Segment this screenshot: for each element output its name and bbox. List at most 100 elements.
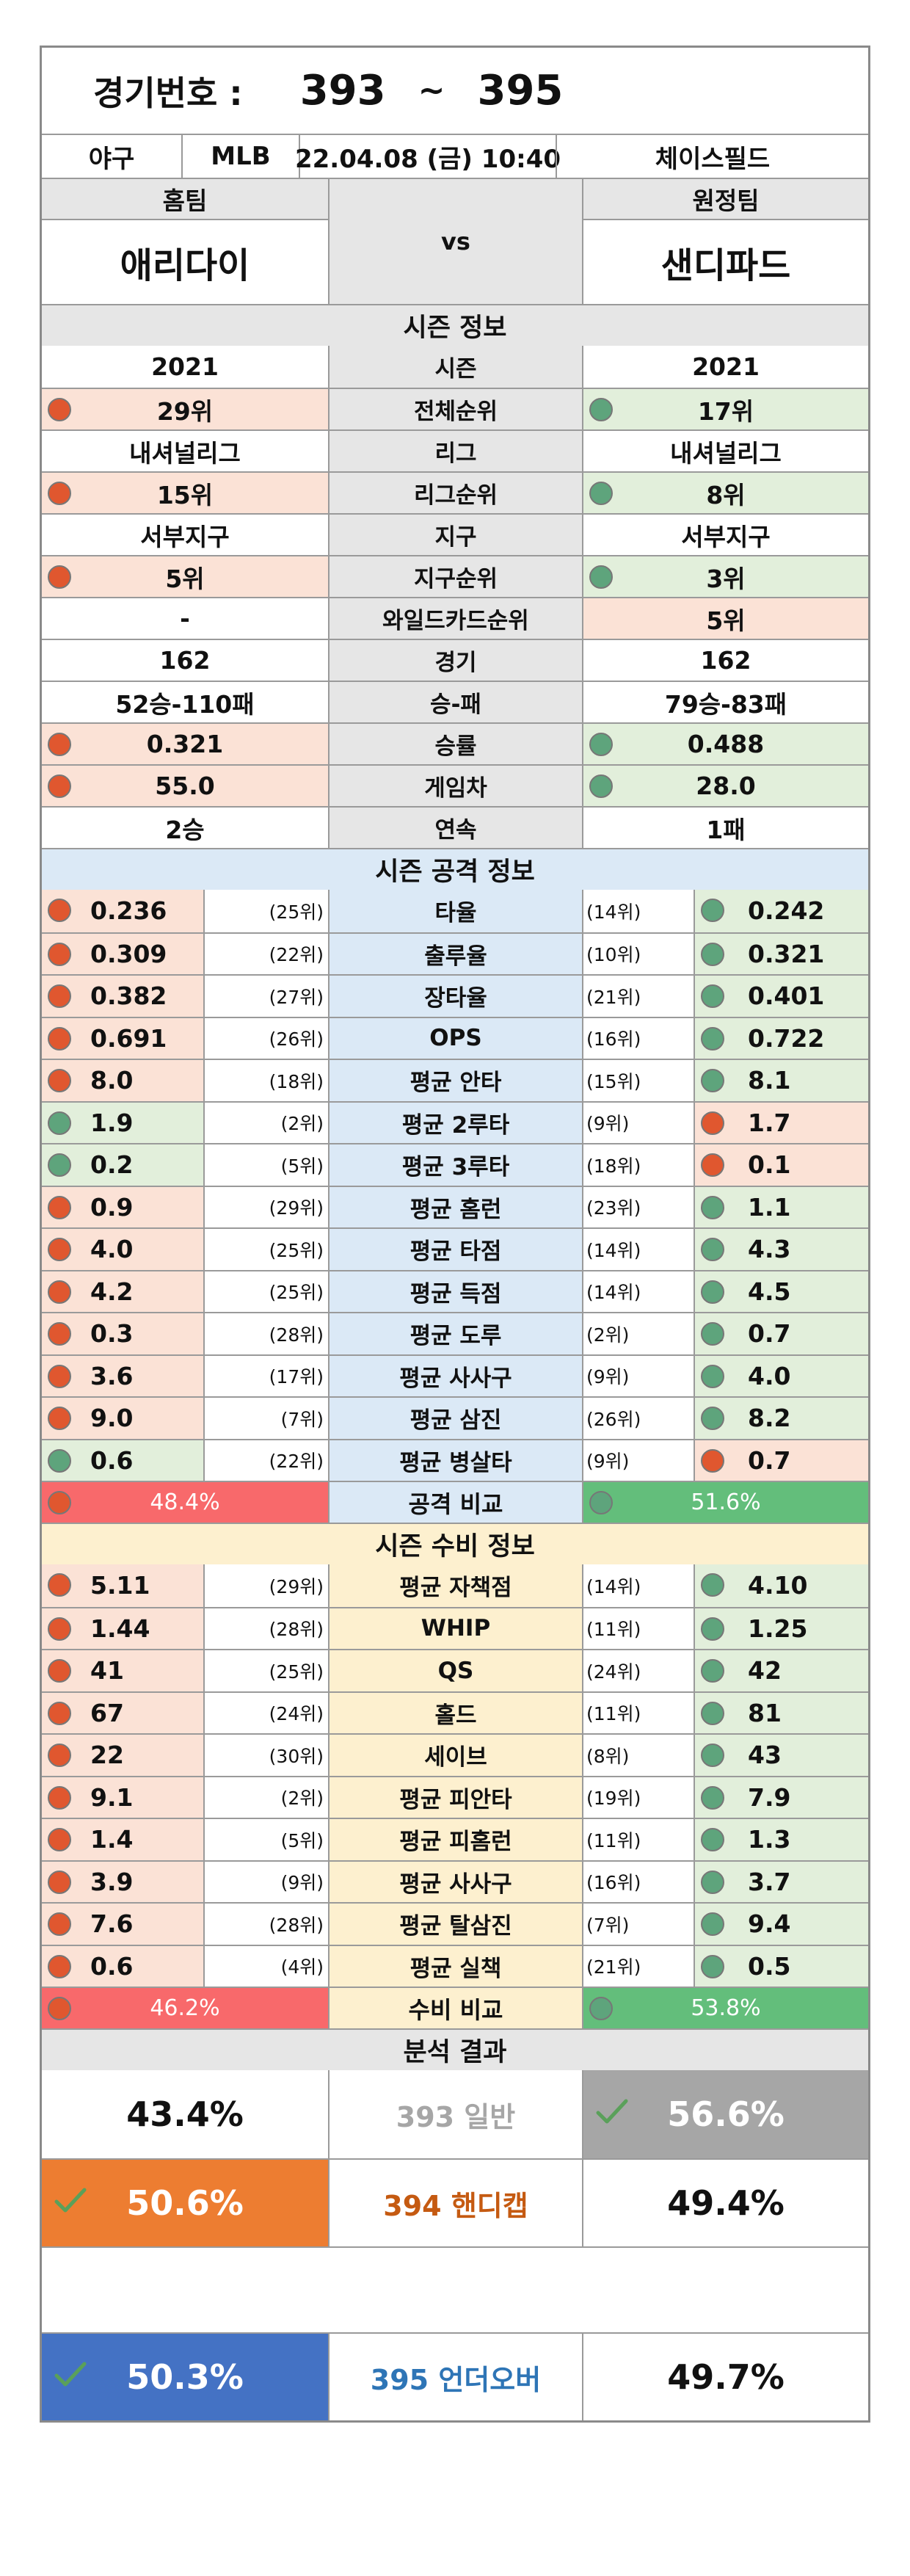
analysis-home-text: 50.3% <box>126 2357 244 2397</box>
defense-home-text: 5.11 <box>90 1571 150 1600</box>
red-dot-icon <box>48 1954 71 1978</box>
offense-compare-away: 51.6% <box>582 1482 868 1523</box>
away-team-label: 원정팀 <box>583 179 868 220</box>
season-row: 162 경기 162 <box>42 639 868 681</box>
offense-home-rank-text: (22위) <box>269 944 324 966</box>
season-label: 승률 <box>328 724 582 764</box>
red-dot-icon <box>48 398 71 421</box>
defense-away-rank: (11위) <box>582 1692 694 1733</box>
defense-home-value: 3.9 <box>42 1861 203 1902</box>
green-dot-icon <box>701 1954 724 1978</box>
analysis-home-text: 50.6% <box>126 2183 244 2223</box>
season-away-text: 2021 <box>692 352 760 381</box>
offense-row: 0.6 (22위) 평균 병살타 (9위) 0.7 <box>42 1438 868 1481</box>
offense-label: 평균 타점 <box>328 1229 582 1270</box>
offense-compare-label: 공격 비교 <box>328 1482 582 1523</box>
defense-row: 3.9 (9위) 평균 사사구 (16위) 3.7 <box>42 1860 868 1902</box>
season-away-value: 28.0 <box>582 766 868 806</box>
red-dot-icon <box>48 1701 71 1725</box>
offense-home-text: 4.2 <box>90 1277 134 1306</box>
offense-home-text: 0.382 <box>90 982 167 1011</box>
season-home-value: 2021 <box>42 346 328 388</box>
defense-away-value: 7.9 <box>694 1777 868 1818</box>
green-dot-icon <box>701 942 724 966</box>
season-home-text: 29위 <box>156 396 214 426</box>
analysis-away-value: 49.7% <box>582 2334 868 2420</box>
offense-home-rank: (26위) <box>203 1017 328 1059</box>
offense-home-rank-text: (17위) <box>269 1366 324 1388</box>
defense-home-rank: (28위) <box>203 1608 328 1649</box>
defense-label-text: 평균 자책점 <box>399 1575 512 1602</box>
offense-label-text: OPS <box>429 1025 482 1052</box>
offense-label: 평균 삼진 <box>328 1398 582 1439</box>
season-away-text: 내셔널리그 <box>670 438 782 468</box>
defense-home-rank-text: (4위) <box>280 1956 324 1978</box>
offense-label-text: 평균 안타 <box>410 1070 502 1097</box>
offense-home-rank: (2위) <box>203 1102 328 1143</box>
green-dot-icon <box>48 1448 71 1473</box>
offense-away-rank-text: (14위) <box>586 901 641 923</box>
offense-home-value: 0.382 <box>42 976 203 1017</box>
season-label: 지구순위 <box>328 556 582 597</box>
offense-away-rank: (21위) <box>582 976 694 1017</box>
offense-away-rank: (2위) <box>582 1313 694 1354</box>
defense-away-value: 1.25 <box>694 1608 868 1649</box>
analysis-label: 393 일반 <box>328 2070 582 2158</box>
defense-home-rank-text: (5위) <box>280 1829 324 1851</box>
season-label-text: 시즌 <box>434 356 477 382</box>
offense-away-rank-text: (14위) <box>586 1239 641 1261</box>
green-dot-icon <box>701 1069 724 1092</box>
offense-away-text: 1.1 <box>748 1192 791 1222</box>
offense-away-value: 0.321 <box>694 933 868 974</box>
match-analysis-sheet: 경기번호 : 393 ~ 395 야구 MLB 22.04.08 (금) 10:… <box>40 46 870 2423</box>
green-dot-icon <box>701 1785 724 1810</box>
green-dot-icon <box>589 565 613 589</box>
offense-label: 장타율 <box>328 976 582 1017</box>
season-away-value: 0.488 <box>582 724 868 764</box>
offense-label: 평균 2루타 <box>328 1102 582 1143</box>
defense-label: 평균 사사구 <box>328 1861 582 1902</box>
defense-away-text: 1.25 <box>748 1614 808 1643</box>
analysis-home-value: 50.3% <box>42 2334 328 2420</box>
analysis-rows: 43.4% 393 일반 56.6% 50.6% 394 핸디캡 49.4% 50.3% 39… <box>42 2070 868 2420</box>
season-away-value: 162 <box>582 640 868 681</box>
green-dot-icon <box>589 398 613 421</box>
green-dot-icon <box>589 733 613 756</box>
offense-home-rank: (27위) <box>203 976 328 1017</box>
defense-away-rank-text: (11위) <box>586 1619 641 1641</box>
offense-away-rank: (14위) <box>582 1229 694 1270</box>
green-dot-icon <box>701 1026 724 1051</box>
analysis-label: 394 핸디캡 <box>328 2160 582 2246</box>
red-dot-icon <box>701 1111 724 1135</box>
red-dot-icon <box>48 1659 71 1683</box>
offense-row: 0.3 (28위) 평균 도루 (2위) 0.7 <box>42 1312 868 1354</box>
offense-home-text: 0.691 <box>90 1023 167 1053</box>
match-datetime: 22.04.08 (금) 10:40 <box>295 135 561 178</box>
offense-home-rank-text: (5위) <box>280 1155 324 1177</box>
season-away-text: 8위 <box>706 480 746 509</box>
offense-away-value: 4.5 <box>694 1271 868 1312</box>
season-away-text: 162 <box>700 646 751 675</box>
offense-away-rank: (26위) <box>582 1398 694 1439</box>
offense-compare-row: 48.4% 공격 비교 51.6% <box>42 1481 868 1523</box>
offense-home-text: 0.3 <box>90 1319 134 1349</box>
offense-away-value: 1.1 <box>694 1186 868 1227</box>
defense-away-text: 0.5 <box>748 1951 791 1981</box>
season-home-value: 5위 <box>42 556 328 597</box>
offense-away-text: 0.321 <box>748 939 825 968</box>
season-label-text: 경기 <box>434 650 477 676</box>
offense-away-rank-text: (21위) <box>586 986 641 1008</box>
offense-away-rank: (14위) <box>582 1271 694 1312</box>
red-dot-icon <box>48 1407 71 1430</box>
offense-away-rank-text: (18위) <box>586 1155 641 1177</box>
season-home-value: 15위 <box>42 473 328 513</box>
green-dot-icon <box>48 1111 71 1135</box>
offense-home-text: 0.2 <box>90 1150 134 1180</box>
red-dot-icon <box>48 984 71 1008</box>
offense-away-rank-text: (14위) <box>586 1282 641 1304</box>
offense-home-rank-text: (25위) <box>269 901 324 923</box>
offense-label: 평균 3루타 <box>328 1144 582 1186</box>
red-dot-icon <box>48 565 71 589</box>
offense-row: 0.309 (22위) 출루율 (10위) 0.321 <box>42 932 868 974</box>
defense-home-value: 9.1 <box>42 1777 203 1818</box>
